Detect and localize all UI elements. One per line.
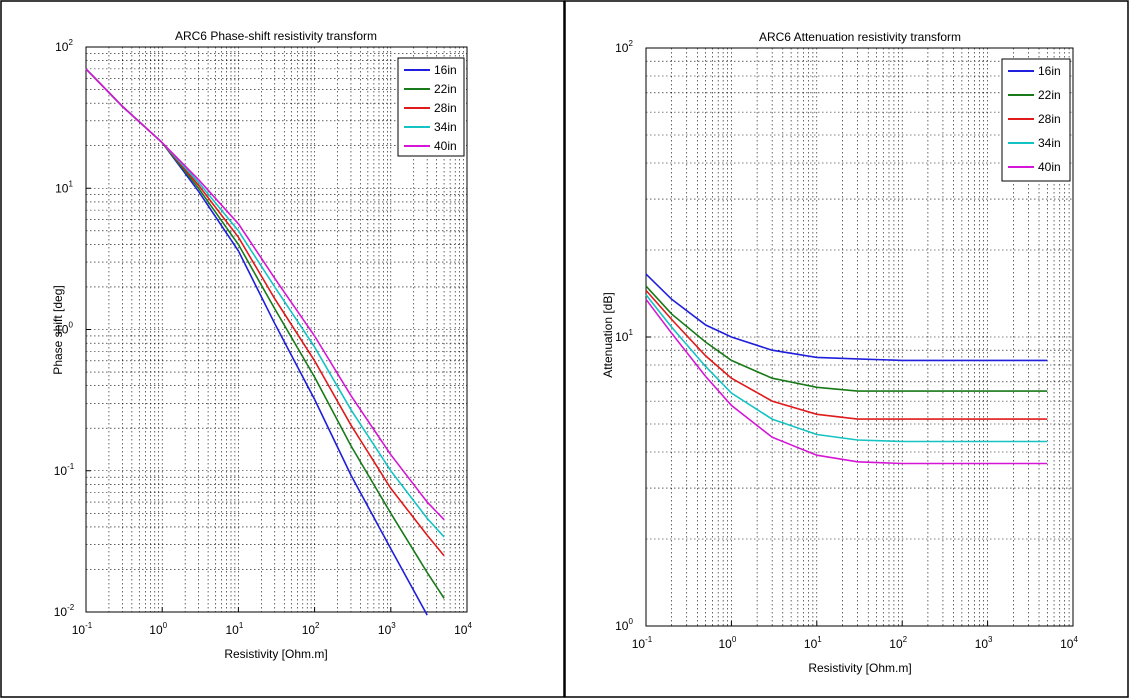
attenuation-x-tick-label: 104 (1060, 635, 1078, 651)
attenuation-series-34in (645, 294, 1048, 443)
attenuation-series (645, 273, 1048, 465)
attenuation-series-22in (645, 285, 1048, 392)
attenuation-x-tick-label: 102 (889, 635, 907, 651)
attenuation-x-tick-label: 103 (975, 635, 993, 651)
attenuation-chart-title: ARC6 Attenuation resistivity transform (759, 30, 961, 44)
phase-shift-x-tick-label: 101 (225, 621, 243, 637)
attenuation-y-axis-label: Attenuation [dB] (601, 292, 615, 377)
attenuation-y-tick-label: 100 (615, 617, 633, 633)
attenuation-x-tick-label: 100 (718, 635, 736, 651)
phase-shift-x-tick-label: 100 (149, 621, 167, 637)
phase-shift-x-axis-label: Resistivity [Ohm.m] (224, 647, 327, 661)
phase-shift-series (85, 68, 445, 616)
attenuation-x-tick-label: 101 (804, 635, 822, 651)
phase-shift-legend-label-40in: 40in (434, 139, 457, 153)
attenuation-legend-label-16in: 16in (1038, 64, 1061, 78)
phase-shift-y-tick-label: 100 (55, 321, 73, 337)
phase-shift-legend-label-22in: 22in (434, 82, 457, 96)
phase-shift-y-tick-label: 102 (55, 38, 73, 54)
attenuation-legend: 16in 22in 28in 34in 40in (1001, 58, 1071, 182)
attenuation-grid (646, 48, 1073, 626)
phase-shift-chart: 10-1 100 101 102 103 104 10-2 10-1 100 101 102 ARC… (51, 29, 472, 661)
attenuation-legend-label-34in: 34in (1038, 136, 1061, 150)
attenuation-y-tick-label: 101 (615, 328, 633, 344)
phase-shift-x-tick-label: 104 (454, 621, 472, 637)
phase-shift-ticks: 10-1 100 101 102 103 104 10-2 10-1 100 101 102 (54, 38, 473, 637)
attenuation-y-tick-label: 102 (615, 39, 633, 55)
attenuation-x-tick-label: 10-1 (632, 635, 653, 651)
phase-shift-x-tick-label: 103 (378, 621, 396, 637)
left-panel-border (0, 0, 565, 698)
attenuation-legend-label-28in: 28in (1038, 112, 1061, 126)
phase-shift-legend-label-34in: 34in (434, 120, 457, 134)
attenuation-series-28in (645, 289, 1048, 420)
phase-shift-y-tick-label: 101 (55, 179, 73, 195)
attenuation-series-16in (645, 273, 1048, 362)
phase-shift-legend-label-16in: 16in (434, 63, 457, 77)
attenuation-ticks: 10-1 100 101 102 103 104 100 101 102 (615, 39, 1078, 651)
attenuation-chart: 10-1 100 101 102 103 104 100 101 102 ARC6 Attenu… (601, 30, 1078, 675)
phase-shift-legend-label-28in: 28in (434, 101, 457, 115)
phase-shift-x-tick-label: 102 (302, 621, 320, 637)
attenuation-legend-label-22in: 22in (1038, 88, 1061, 102)
attenuation-x-axis-label: Resistivity [Ohm.m] (808, 661, 911, 675)
phase-shift-legend: 16in 22in 28in 34in 40in (397, 57, 465, 157)
right-panel-border (564, 0, 1129, 698)
phase-shift-x-tick-label: 10-1 (72, 621, 93, 637)
phase-shift-y-axis-label: Phase shift [deg] (51, 285, 65, 374)
phase-shift-series-40in (85, 68, 445, 521)
attenuation-legend-label-40in: 40in (1038, 160, 1061, 174)
attenuation-series-40in (645, 298, 1048, 465)
phase-shift-chart-title: ARC6 Phase-shift resistivity transform (175, 29, 377, 43)
phase-shift-y-tick-label: 10-1 (54, 462, 75, 478)
phase-shift-y-tick-label: 10-2 (54, 603, 75, 619)
